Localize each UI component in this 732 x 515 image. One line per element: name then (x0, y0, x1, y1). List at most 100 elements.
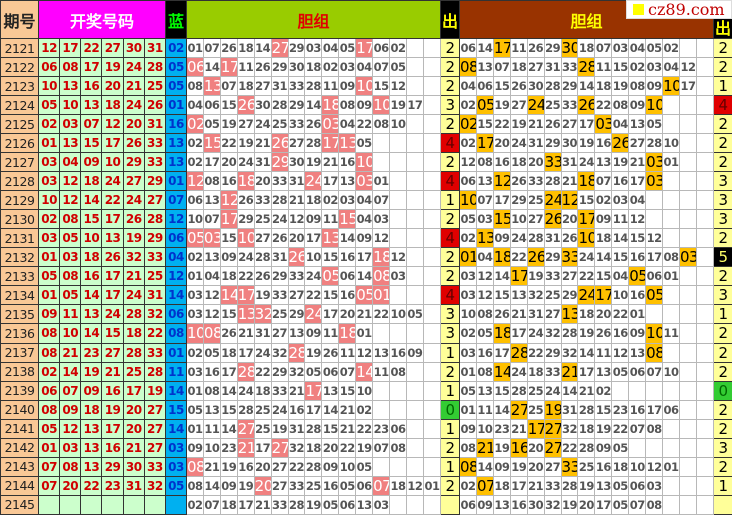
red-number-cell: 14 (81, 191, 102, 210)
group1-cell: 21 (254, 134, 271, 153)
group1-cell: 33 (271, 286, 288, 305)
out1-count-cell: 2 (441, 476, 460, 495)
out2-count-cell: 1 (714, 476, 732, 495)
group1-cell: 14 (220, 419, 237, 438)
group2-cell: 13 (476, 381, 493, 400)
red-number-cell: 13 (81, 457, 102, 476)
group2-cell: 24 (578, 153, 595, 172)
red-number-cell: 07 (39, 457, 60, 476)
group2-cell (680, 115, 697, 134)
red-number-cell: 13 (102, 229, 123, 248)
red-number-cell: 05 (39, 267, 60, 286)
group1-cell: 28 (271, 191, 288, 210)
blue-number-cell (165, 495, 186, 514)
group2-cell (680, 229, 697, 248)
group1-hit-cell: 13 (203, 77, 220, 96)
group1-hit-cell: 17 (220, 58, 237, 77)
group2-hit-cell: 12 (561, 191, 578, 210)
blue-number-cell: 06 (165, 229, 186, 248)
group1-cell (423, 58, 440, 77)
group2-cell: 10 (510, 210, 527, 229)
group2-cell: 31 (561, 153, 578, 172)
group1-cell: 06 (356, 476, 373, 495)
group2-cell: 11 (510, 39, 527, 58)
group1-cell: 24 (237, 248, 254, 267)
group1-cell: 27 (254, 229, 271, 248)
group2-cell (663, 286, 680, 305)
red-number-cell: 21 (102, 362, 123, 381)
group2-cell: 12 (680, 58, 697, 77)
group1-cell: 07 (203, 39, 220, 58)
out2-count-cell: 4 (714, 96, 732, 115)
group2-cell (696, 267, 713, 286)
group2-hit-cell: 05 (646, 286, 663, 305)
red-number-cell: 28 (144, 58, 165, 77)
group2-cell: 24 (510, 229, 527, 248)
group2-cell: 08 (629, 77, 646, 96)
group1-cell: 25 (254, 210, 271, 229)
group1-cell: 21 (339, 419, 356, 438)
group2-cell: 09 (595, 210, 612, 229)
group1-cell: 13 (373, 343, 390, 362)
group1-cell: 26 (305, 115, 322, 134)
group2-cell: 09 (460, 419, 477, 438)
group2-cell: 32 (544, 495, 561, 514)
group2-cell (696, 191, 713, 210)
red-number-cell: 22 (81, 39, 102, 58)
group2-cell (696, 457, 713, 476)
group2-cell: 28 (578, 400, 595, 419)
group1-cell: 21 (339, 400, 356, 419)
group2-cell: 10 (612, 286, 629, 305)
group2-cell: 21 (629, 153, 646, 172)
red-number-cell: 09 (39, 305, 60, 324)
group1-cell: 14 (322, 400, 339, 419)
group1-cell: 18 (305, 58, 322, 77)
group2-cell: 26 (510, 172, 527, 191)
group2-cell: 18 (510, 58, 527, 77)
blue-number-cell: 02 (165, 39, 186, 58)
red-number-cell: 17 (102, 134, 123, 153)
group2-cell: 06 (460, 39, 477, 58)
group2-cell (629, 381, 646, 400)
red-number-cell: 21 (123, 77, 144, 96)
group2-cell: 21 (578, 381, 595, 400)
group1-cell: 31 (288, 419, 305, 438)
group2-cell: 13 (493, 495, 510, 514)
group1-cell: 19 (220, 457, 237, 476)
out2-count-cell: 2 (714, 229, 732, 248)
red-number-cell: 20 (102, 77, 123, 96)
group1-cell: 24 (271, 400, 288, 419)
group2-cell: 12 (476, 286, 493, 305)
group1-cell (406, 267, 423, 286)
group2-cell: 06 (646, 267, 663, 286)
group1-cell: 17 (322, 305, 339, 324)
group1-cell: 12 (390, 248, 407, 267)
out2-count-cell: 1 (714, 77, 732, 96)
out2-count-cell: 2 (714, 134, 732, 153)
group1-cell: 07 (220, 77, 237, 96)
group2-cell: 18 (578, 419, 595, 438)
out1-count-cell: 3 (441, 305, 460, 324)
group2-cell: 01 (629, 305, 646, 324)
issue-cell: 2127 (1, 153, 39, 172)
group2-cell: 32 (561, 343, 578, 362)
group1-cell: 22 (356, 115, 373, 134)
blue-number-cell: 07 (165, 191, 186, 210)
group2-hit-cell: 26 (578, 96, 595, 115)
red-number-cell: 20 (123, 419, 144, 438)
group2-cell: 16 (629, 286, 646, 305)
blue-number-cell: 15 (165, 400, 186, 419)
group1-cell: 29 (288, 305, 305, 324)
group1-cell: 02 (186, 134, 203, 153)
group1-hit-cell: 03 (356, 172, 373, 191)
group1-hit-cell: 26 (288, 248, 305, 267)
group1-cell: 09 (356, 229, 373, 248)
group1-hit-cell: 26 (271, 134, 288, 153)
group1-cell: 21 (237, 324, 254, 343)
group2-hit-cell: 07 (476, 476, 493, 495)
group1-cell (423, 419, 440, 438)
red-number-cell: 28 (123, 305, 144, 324)
red-number-cell: 06 (39, 58, 60, 77)
group1-cell: 29 (271, 362, 288, 381)
